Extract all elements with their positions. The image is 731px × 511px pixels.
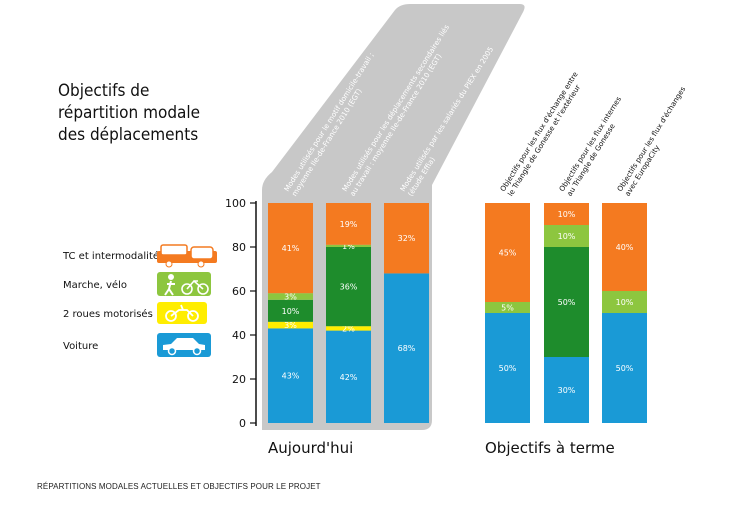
segment-label: 68%	[398, 344, 416, 353]
segment-label: 1%	[342, 242, 355, 251]
segment-marche	[326, 244, 371, 247]
bar-3: 68% 32%	[384, 203, 429, 423]
segment-label: 40%	[616, 243, 634, 252]
legend-label: TC et intermodalité	[62, 250, 159, 262]
segment-label: 45%	[499, 249, 517, 258]
y-axis: 0 20 40 60 80 100	[225, 197, 257, 430]
category-line: Objectifs pour les flux d'échanges	[615, 85, 687, 193]
segment-label: 5%	[501, 304, 514, 313]
segment-label: 10%	[616, 298, 634, 307]
segment-voiture	[384, 273, 429, 423]
segment-marche_dark	[268, 299, 313, 322]
segment-tc	[384, 203, 429, 274]
segment-label: 43%	[282, 372, 300, 381]
segment-tc	[485, 203, 530, 302]
bar-1: 43% 3% 10% 3% 41%	[268, 203, 313, 423]
walk-bike-icon	[157, 272, 211, 296]
title-line: Objectifs de	[58, 81, 149, 101]
segment-label: 3%	[284, 293, 297, 302]
y-tick-label: 100	[225, 197, 246, 210]
bus-train-icon	[157, 244, 217, 268]
segment-marche	[544, 225, 589, 247]
y-tick-label: 60	[232, 285, 246, 298]
segment-label: 30%	[558, 386, 576, 395]
segment-label: 10%	[282, 307, 300, 316]
figure-caption: RÉPARTITIONS MODALES ACTUELLES ET OBJECT…	[37, 482, 321, 491]
segment-voiture	[268, 328, 313, 423]
segment-voiture	[602, 313, 647, 423]
segment-tc	[544, 203, 589, 225]
title-line: des déplacements	[58, 125, 198, 145]
legend-label: Voiture	[63, 341, 98, 352]
car-icon	[157, 333, 211, 357]
segment-label: 42%	[340, 373, 358, 382]
y-tick-label: 20	[232, 373, 246, 386]
segment-label: 19%	[340, 220, 358, 229]
segment-label: 10%	[558, 210, 576, 219]
segment-label: 41%	[282, 244, 300, 253]
segment-label: 50%	[499, 364, 517, 373]
segment-voiture	[326, 330, 371, 423]
segment-deux_roues	[268, 321, 313, 329]
bar-4: 50% 5% 45%	[485, 203, 530, 423]
y-tick-label: 40	[232, 329, 246, 342]
segment-label: 50%	[616, 364, 634, 373]
group-label: Aujourd'hui	[268, 439, 353, 457]
segment-voiture	[544, 357, 589, 423]
bar-5: 30% 50% 10% 10%	[544, 203, 589, 423]
segment-marche	[485, 302, 530, 313]
bar-6: 50% 10% 40%	[602, 203, 647, 423]
segment-label: 2%	[342, 324, 355, 333]
segment-tc	[602, 203, 647, 291]
segment-deux_roues	[326, 326, 371, 331]
segment-tc	[268, 203, 313, 294]
bars: 43% 3% 10% 3% 41% 42% 2% 36% 1% 19% 68% 32% 50% 5% 45%…	[268, 203, 647, 423]
motorbike-icon	[157, 302, 207, 324]
segment-label: 3%	[284, 321, 297, 330]
y-tick-label: 80	[232, 241, 246, 254]
y-tick-label: 0	[239, 417, 246, 430]
group-labels: Aujourd'hui Objectifs à terme	[268, 439, 615, 457]
legend: TC et intermodalité Marche, vélo 2 roues m…	[62, 244, 217, 357]
legend-label: Marche, vélo	[63, 279, 127, 291]
segment-marche	[602, 291, 647, 313]
segment-marche_dark	[326, 247, 371, 327]
segment-label: 32%	[398, 234, 416, 243]
segment-marche_dark	[544, 247, 589, 357]
title-line: répartition modale	[58, 103, 200, 123]
group-label: Objectifs à terme	[485, 439, 615, 457]
segment-label: 10%	[558, 232, 576, 241]
segment-tc	[326, 203, 371, 245]
segment-label: 50%	[558, 298, 576, 307]
segment-voiture	[485, 313, 530, 423]
bar-2: 42% 2% 36% 1% 19%	[326, 203, 371, 423]
segment-marche	[268, 293, 313, 300]
legend-label: 2 roues motorisés	[63, 308, 153, 320]
segment-label: 36%	[340, 283, 358, 292]
